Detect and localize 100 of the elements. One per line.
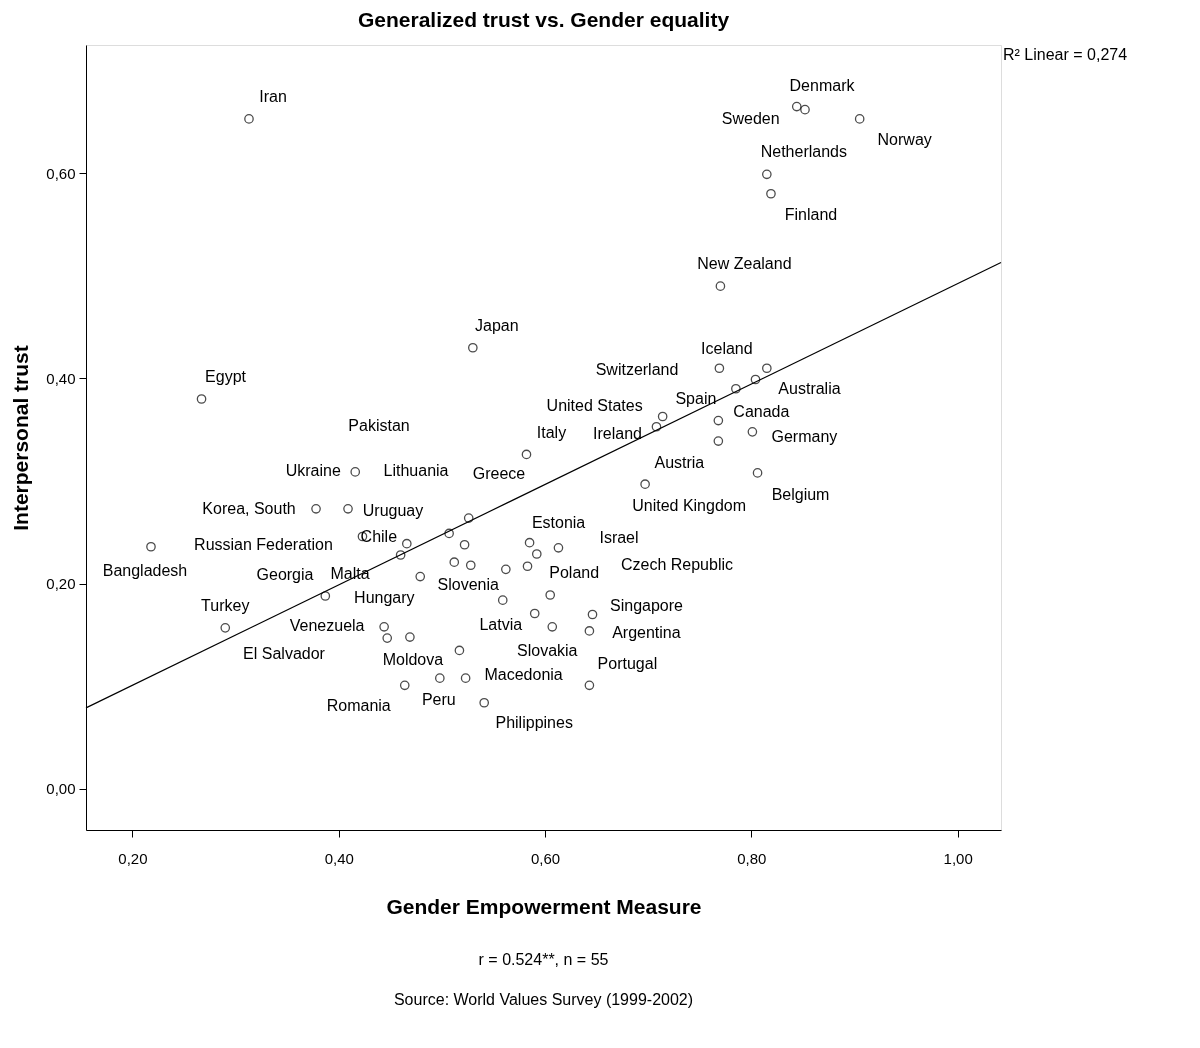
data-label: Philippines [495, 713, 573, 731]
point [791, 101, 802, 112]
data-label: Italy [536, 424, 567, 442]
data-label: Turkey [201, 596, 250, 614]
y-axis-title: Interpersonal trust [9, 345, 33, 531]
data-label: Hungary [354, 589, 415, 607]
point [463, 513, 474, 523]
y-tick-label: 0,20 [46, 575, 76, 593]
source-note: Source: World Values Survey (1999-2002) [393, 991, 694, 1008]
point [468, 342, 478, 353]
data-label: Denmark [789, 76, 856, 94]
point [524, 537, 535, 548]
annotation: Czech Republic [620, 556, 734, 573]
data-label: Korea, South [202, 499, 296, 517]
x-tick-label: 0,60 [530, 849, 561, 867]
point [750, 374, 761, 385]
data-label: Belgium [771, 485, 830, 503]
point [713, 436, 724, 446]
annotation: Georgia [256, 566, 314, 583]
y-tick-label: 0,60 [46, 164, 76, 182]
point [311, 503, 321, 514]
data-label: Estonia [531, 513, 586, 531]
point [434, 673, 445, 683]
data-label: Germany [771, 427, 838, 445]
point [501, 564, 511, 575]
data-label: Egypt [205, 368, 247, 386]
x-tick-label: 1,00 [943, 849, 973, 867]
point [401, 538, 412, 549]
x-tick-label: 0,40 [324, 849, 354, 867]
point [762, 169, 772, 180]
point [747, 427, 758, 437]
point [752, 468, 763, 478]
annotation: Israel [599, 529, 639, 546]
data-label: Argentina [612, 623, 681, 641]
data-label: Australia [778, 379, 841, 397]
data-label: Poland [549, 564, 600, 582]
point [800, 104, 810, 115]
point [497, 595, 508, 605]
data-label: Finland [784, 205, 838, 223]
data-label: Austria [654, 454, 705, 472]
point [350, 467, 361, 477]
point [854, 114, 865, 124]
data-label: Macedonia [484, 666, 563, 684]
point [657, 411, 668, 422]
x-tick-label: 0,20 [118, 849, 148, 867]
data-label: Bangladesh [102, 561, 188, 579]
data-label: Ukraine [285, 461, 341, 479]
point [379, 622, 389, 632]
data-label: Singapore [610, 596, 684, 614]
annotation: Pakistan [348, 417, 410, 434]
point [405, 632, 415, 642]
point [444, 528, 454, 539]
data-label: Peru [421, 691, 456, 709]
point [320, 591, 331, 601]
data-label: Norway [877, 130, 932, 148]
point [244, 114, 254, 124]
annotation: Switzerland [595, 361, 679, 378]
annotation: El Salvador [243, 645, 326, 662]
point [343, 503, 353, 514]
data-label: Iran [259, 87, 287, 105]
data-label: United Kingdom [632, 497, 747, 515]
data-label: Ireland [593, 424, 642, 442]
data-label: Chile [360, 527, 398, 545]
annotation: Lithuania [383, 462, 449, 479]
annotation: Greece [472, 465, 526, 482]
point [762, 363, 772, 374]
point [449, 557, 460, 567]
point [454, 645, 465, 656]
data-label: Canada [733, 402, 790, 420]
data-label: Portugal [597, 655, 658, 673]
data-label: Romania [326, 697, 391, 715]
data-label: Netherlands [760, 143, 847, 161]
point [553, 542, 564, 553]
chart-title: Generalized trust vs. Gender equality [357, 8, 730, 31]
point [640, 479, 650, 490]
point [395, 550, 406, 560]
data-label: Sweden [721, 109, 780, 127]
data-label: Venezuela [289, 616, 365, 634]
data-label: Uruguay [362, 501, 424, 519]
data-label: Moldova [382, 651, 444, 669]
point [382, 633, 393, 643]
point [651, 421, 662, 432]
point [766, 188, 776, 199]
point [196, 394, 207, 404]
point [465, 560, 476, 571]
point [399, 680, 410, 691]
data-label: New Zealand [697, 255, 792, 273]
point [459, 539, 470, 550]
data-label: Spain [675, 389, 717, 407]
point [521, 449, 532, 460]
point [547, 622, 558, 632]
data-label: Slovenia [437, 575, 500, 593]
point [415, 571, 426, 582]
point [714, 363, 725, 374]
point [460, 673, 471, 683]
point [545, 590, 556, 600]
point [731, 383, 741, 394]
y-tick-label: 0,40 [46, 370, 76, 387]
text: R² Linear = 0,274 [1003, 46, 1128, 63]
point [587, 609, 598, 620]
